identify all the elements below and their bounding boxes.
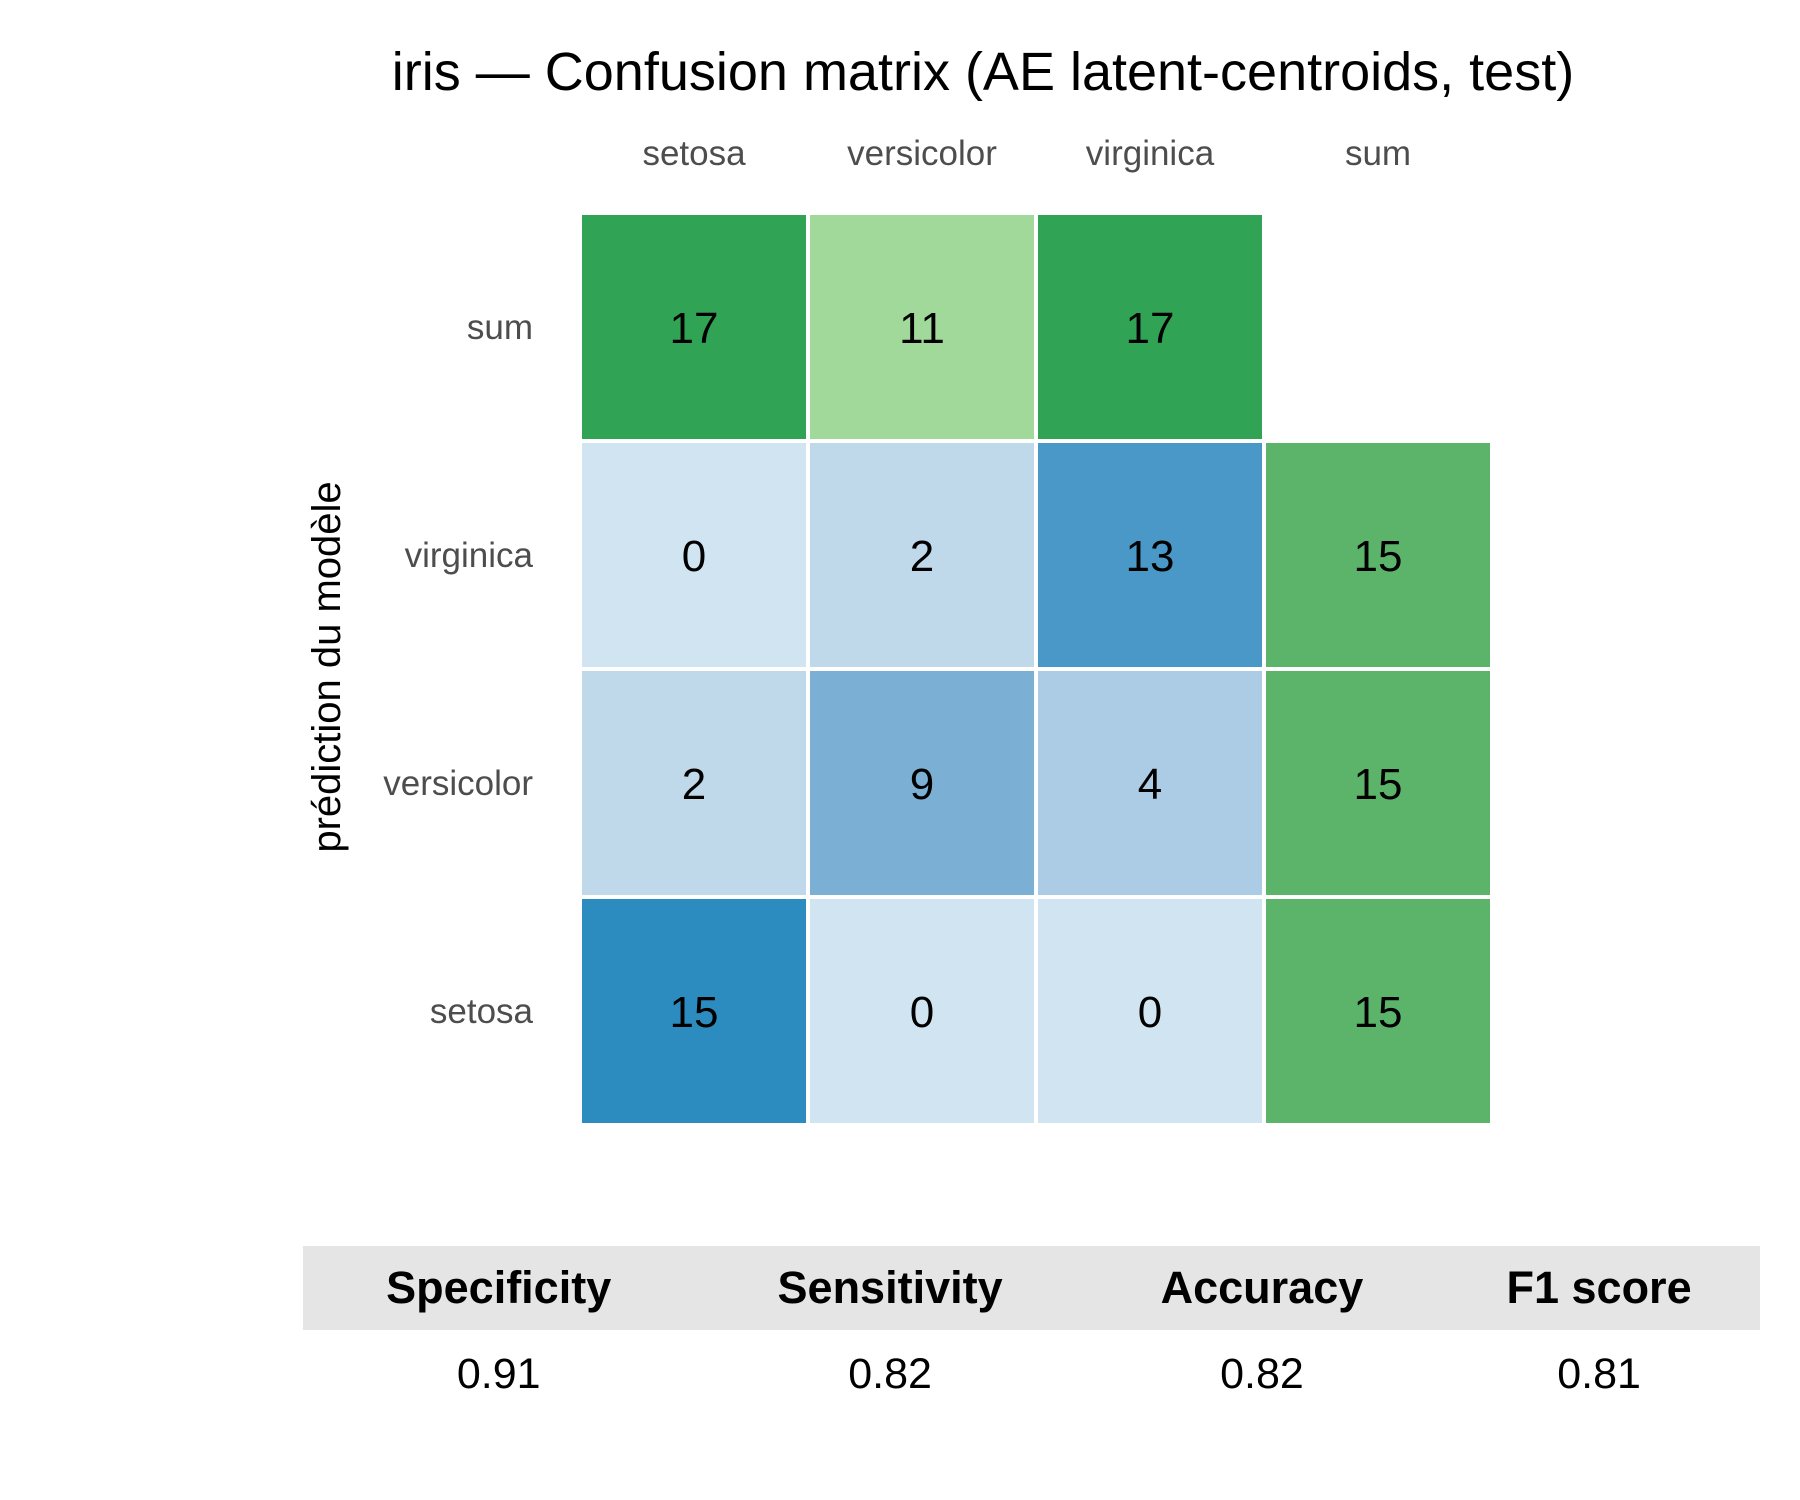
confusion-matrix-chart: iris — Confusion matrix (AE latent-centr… <box>305 42 1574 1127</box>
cell-value-setosa-setosa: 15 <box>670 988 719 1037</box>
cell-sum-versicolor <box>806 211 1038 443</box>
cell-value-virginica-versicolor: 2 <box>910 532 934 581</box>
y-axis-label: prédiction du modèle <box>305 481 349 852</box>
cell-value-virginica-sum: 15 <box>1354 532 1403 581</box>
cell-setosa-versicolor <box>806 895 1038 1127</box>
cell-virginica-virginica <box>1034 439 1266 671</box>
metrics-value-row: 0.91 0.82 0.82 0.81 <box>303 1330 1760 1418</box>
cell-value-versicolor-setosa: 2 <box>682 760 706 809</box>
metrics-header-row: Specificity Sensitivity Accuracy F1 scor… <box>303 1246 1760 1330</box>
metric-value-sensitivity: 0.82 <box>848 1349 932 1398</box>
metric-value-specificity: 0.91 <box>456 1349 541 1398</box>
metric-value-accuracy: 0.82 <box>1220 1349 1304 1398</box>
metrics-table: Specificity Sensitivity Accuracy F1 scor… <box>303 1246 1760 1418</box>
cell-sum-virginica <box>1034 211 1266 443</box>
metric-header-specificity: Specificity <box>303 1246 695 1330</box>
cell-value-setosa-sum: 15 <box>1354 988 1403 1037</box>
cell-versicolor-sum <box>1262 667 1494 899</box>
cell-value-sum-versicolor: 11 <box>899 304 945 353</box>
cell-value-versicolor-versicolor: 9 <box>910 760 934 809</box>
row-label-virginica: virginica <box>405 536 534 575</box>
cell-setosa-virginica <box>1034 895 1266 1127</box>
column-label-virginica: virginica <box>1086 134 1215 173</box>
cell-value-versicolor-sum: 15 <box>1354 760 1403 809</box>
row-label-setosa: setosa <box>430 992 534 1031</box>
metric-value-f1-score: 0.81 <box>1557 1349 1641 1398</box>
metric-header-f1-score: F1 score <box>1438 1246 1760 1330</box>
cell-versicolor-setosa <box>578 667 810 899</box>
row-label-versicolor: versicolor <box>383 764 533 803</box>
row-labels: sum virginica versicolor setosa <box>383 308 533 1031</box>
row-label-sum: sum <box>467 308 533 347</box>
column-label-sum: sum <box>1345 134 1411 173</box>
heatmap-cells: 17 11 17 0 2 13 15 2 9 4 15 15 0 0 15 <box>578 211 1494 1127</box>
column-labels: setosa versicolor virginica sum <box>642 134 1411 173</box>
cell-value-versicolor-virginica: 4 <box>1138 760 1162 809</box>
cell-value-sum-setosa: 17 <box>670 304 719 353</box>
cell-value-virginica-virginica: 13 <box>1126 532 1175 581</box>
metric-header-accuracy: Accuracy <box>1085 1246 1439 1330</box>
column-label-versicolor: versicolor <box>847 134 997 173</box>
chart-title: iris — Confusion matrix (AE latent-centr… <box>392 42 1574 102</box>
cell-value-setosa-versicolor: 0 <box>910 988 934 1037</box>
column-label-setosa: setosa <box>642 134 746 173</box>
cell-versicolor-virginica <box>1034 667 1266 899</box>
metric-header-sensitivity: Sensitivity <box>694 1246 1086 1330</box>
cell-setosa-setosa <box>578 895 810 1127</box>
cell-value-sum-virginica: 17 <box>1126 304 1175 353</box>
cell-sum-setosa <box>578 211 810 443</box>
cell-value-virginica-setosa: 0 <box>682 532 706 581</box>
cell-setosa-sum <box>1262 895 1494 1127</box>
cell-value-setosa-virginica: 0 <box>1138 988 1162 1037</box>
